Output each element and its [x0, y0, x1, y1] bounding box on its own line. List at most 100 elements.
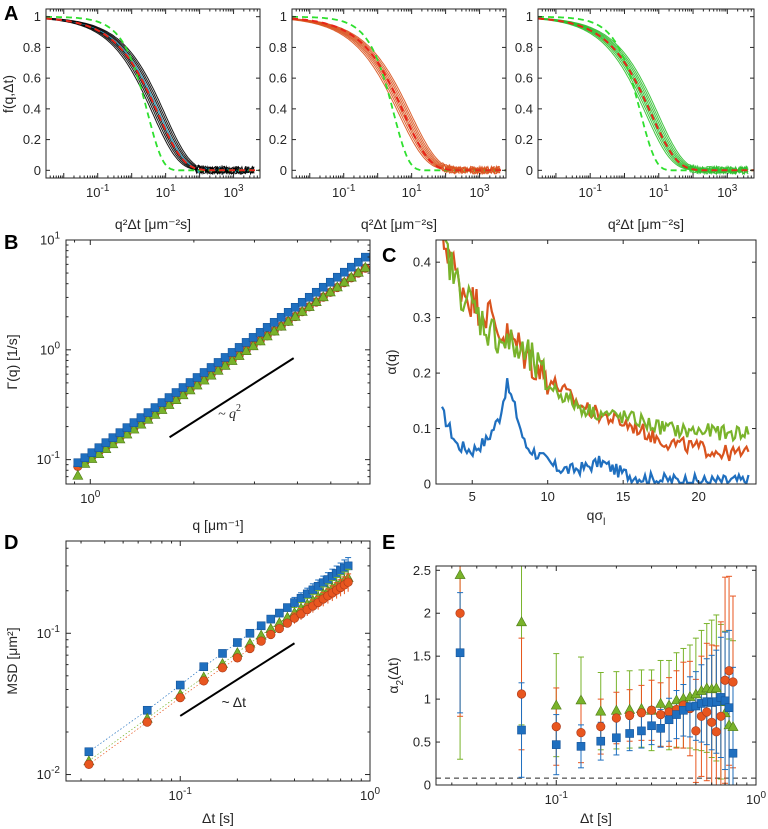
x-tick-label: 103 [470, 183, 490, 200]
alpha2-point [724, 703, 734, 713]
gamma-point [226, 354, 238, 365]
y-axis-label: α(q) [383, 349, 399, 374]
panel-c-data [441, 240, 750, 484]
gamma-point [184, 384, 196, 395]
msd-point [84, 759, 94, 769]
y-tick-label: 2.5 [413, 563, 431, 578]
gamma-point [156, 403, 168, 414]
alpha2-point [637, 726, 646, 736]
gamma-point [79, 457, 91, 468]
gamma-point [331, 281, 343, 292]
alpha2-point [610, 704, 622, 715]
gamma-point [359, 261, 370, 272]
y-axis-label: Γ(q) [1/s] [4, 334, 20, 389]
gamma-point [255, 328, 265, 337]
alpha2-point [455, 648, 465, 658]
x-axis-label: q²Δt [μm⁻²s] [361, 216, 437, 232]
msd-point [282, 618, 292, 628]
panel-a-axes-1 [291, 8, 507, 179]
y-tick-label: 0.2 [23, 132, 41, 147]
y-axis-label: MSD [μm²] [4, 627, 20, 694]
gamma-point [276, 313, 286, 322]
msd-point [256, 636, 266, 646]
alpha2-point [727, 720, 739, 731]
panel-a-axes-0 [45, 8, 261, 179]
gamma-point [317, 291, 329, 302]
alpha2-point [550, 699, 562, 710]
y-tick-label: 1.5 [413, 649, 431, 664]
y-tick-label: 0.5 [413, 735, 431, 750]
alpha2-point [655, 697, 667, 708]
y-tick-label: 10-2 [37, 765, 61, 782]
data-curve [538, 17, 749, 176]
alpha2-point [664, 715, 674, 725]
slope-guide-line [179, 642, 296, 717]
msd-point [84, 747, 94, 757]
y-tick-label: 0.1 [413, 421, 431, 436]
x-tick-label: 10-1 [579, 183, 603, 200]
y-tick-label: 2 [424, 606, 431, 621]
gamma-point [114, 433, 126, 444]
alpha2-point [656, 724, 665, 733]
gamma-point [177, 389, 189, 400]
gamma-point [170, 394, 182, 405]
data-curve [292, 18, 501, 175]
gamma-point [100, 443, 112, 454]
alpha2-point [625, 710, 635, 721]
msd-point [175, 693, 185, 703]
y-tick-label: 10-1 [37, 450, 61, 467]
msd-point [233, 638, 242, 647]
alpha2-point [656, 709, 666, 720]
alpha2-point [724, 666, 734, 676]
gamma-point [185, 378, 195, 387]
x-tick-label: 10-1 [332, 183, 356, 200]
x-tick-label: 100 [360, 786, 380, 803]
y-tick-label: 0 [34, 163, 41, 178]
gamma-point [268, 325, 280, 336]
alpha2-point [576, 742, 586, 751]
panel-c-axes [435, 239, 757, 485]
alpha2-point [707, 717, 717, 727]
y-tick-label: 1 [526, 9, 533, 24]
gamma-point [338, 276, 350, 287]
x-tick-label: 10-1 [169, 786, 193, 803]
panel-e-data [436, 566, 756, 785]
msd-point [256, 621, 266, 631]
msd-point [217, 663, 228, 673]
panel-b-data [72, 252, 370, 480]
data-curve [46, 18, 255, 176]
x-tick-label: 101 [156, 183, 176, 200]
gamma-point [347, 262, 356, 272]
y-tick-label: 0 [280, 163, 287, 178]
gamma-point [241, 338, 251, 347]
gamma-point [129, 418, 139, 427]
x-axis-label: q [μm⁻¹] [192, 517, 243, 533]
gamma-point [171, 388, 181, 397]
y-axis-label: α2(Δt) [385, 657, 406, 693]
x-tick-label: 15 [616, 489, 630, 504]
alpha2-point [596, 721, 606, 732]
gamma-point [213, 358, 223, 367]
gamma-point [136, 413, 146, 422]
gamma-point [339, 267, 349, 277]
msd-point [245, 628, 255, 638]
reference-curve [46, 15, 260, 172]
panel-label-b: B [4, 232, 18, 254]
gamma-point [247, 340, 259, 351]
slope-annotation: ~ Δt [222, 694, 247, 710]
y-tick-label: 1 [34, 9, 41, 24]
alpha2-point [517, 725, 526, 735]
x-tick-label: 20 [691, 489, 705, 504]
msd-point [232, 653, 242, 663]
x-tick-label: 10 [540, 489, 554, 504]
gamma-point [220, 353, 230, 362]
gamma-point [311, 287, 321, 297]
gamma-point [290, 303, 300, 312]
gamma-point [227, 348, 237, 357]
data-curve [292, 18, 501, 174]
y-tick-label: 10-1 [37, 624, 61, 641]
panel-a-labels: A B C D E [4, 3, 396, 554]
reference-curve [292, 15, 506, 172]
y-tick-label: 0.4 [515, 101, 533, 116]
gamma-point [191, 379, 203, 390]
